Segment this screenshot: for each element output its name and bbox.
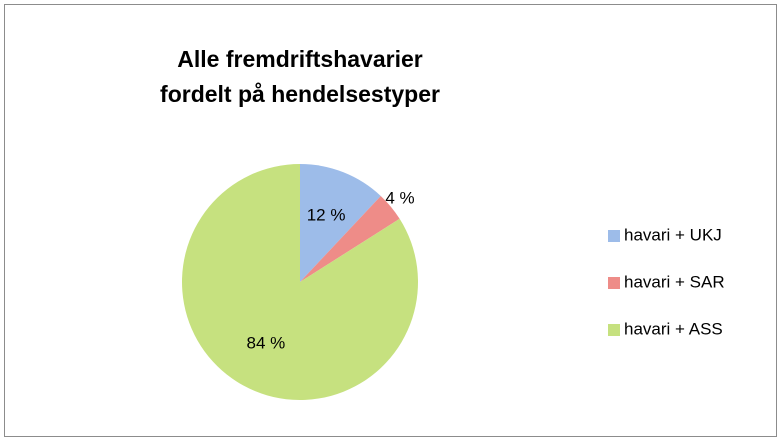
legend-label: havari + ASS xyxy=(624,319,723,338)
legend-swatch xyxy=(608,324,620,336)
data-label: 4 % xyxy=(385,189,414,208)
data-label: 12 % xyxy=(307,206,346,225)
pie-slice xyxy=(300,164,381,282)
data-label: 84 % xyxy=(247,334,286,353)
pie-slice xyxy=(300,195,400,282)
legend-label: havari + UKJ xyxy=(624,225,722,244)
legend-swatch xyxy=(608,277,620,289)
legend-swatch xyxy=(608,230,620,242)
legend-label: havari + SAR xyxy=(624,272,725,291)
pie-slice xyxy=(181,164,418,401)
chart-title: Alle fremdriftshavarier fordelt på hende… xyxy=(160,46,440,107)
